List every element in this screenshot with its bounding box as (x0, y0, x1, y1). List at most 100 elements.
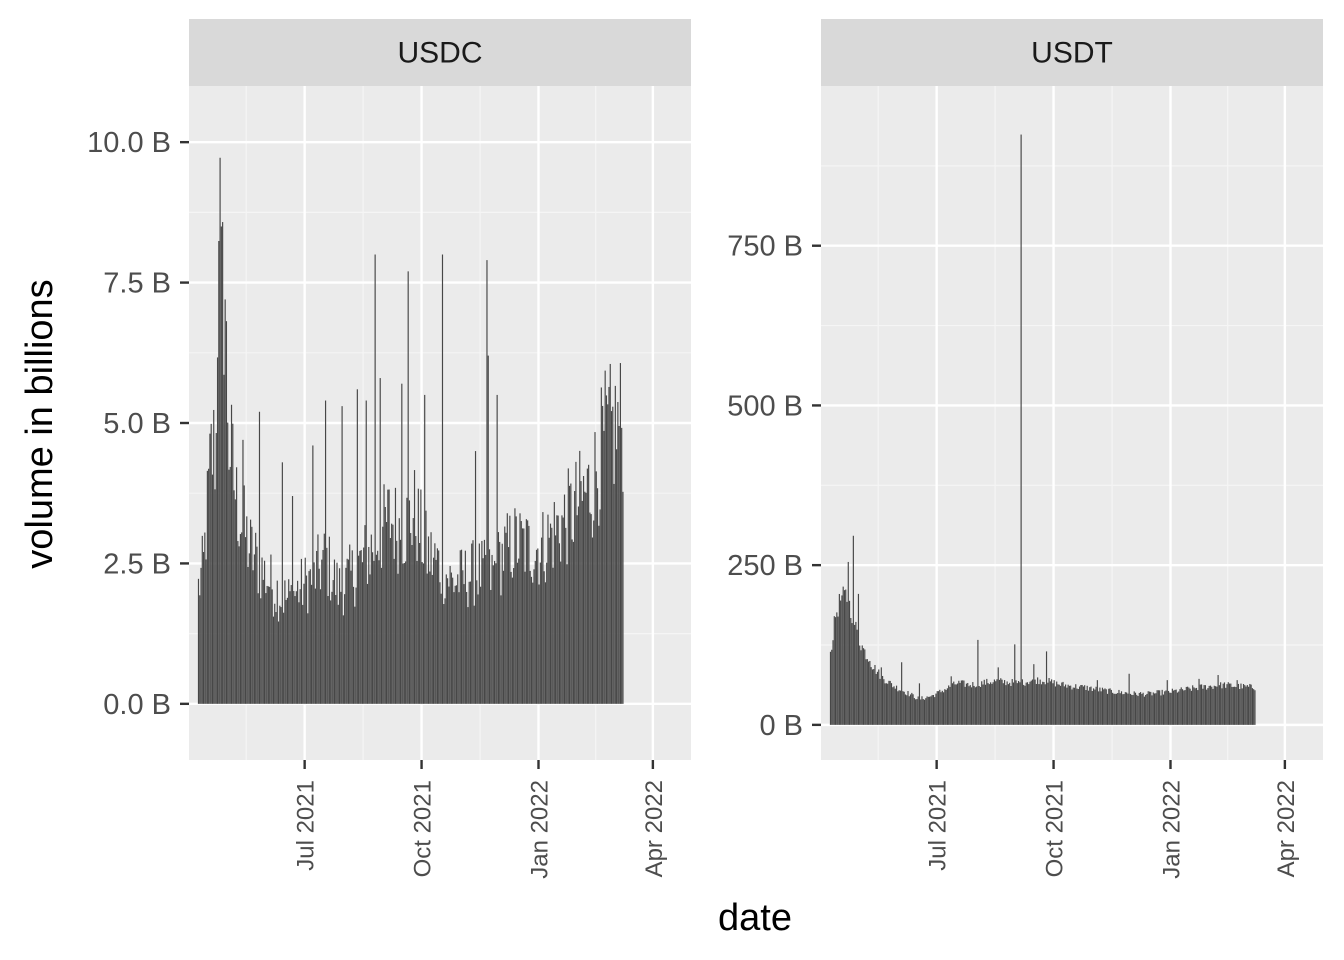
bar (838, 593, 840, 725)
bar (491, 554, 493, 704)
bar (1021, 679, 1023, 725)
bar (487, 355, 489, 704)
bar (319, 589, 322, 704)
bar (401, 383, 403, 704)
bar (262, 579, 264, 704)
bar (514, 508, 516, 704)
bar (888, 680, 890, 725)
bar (1067, 684, 1069, 725)
bar (412, 518, 414, 704)
facet-strip-label: USDT (1031, 37, 1113, 70)
bar (197, 578, 200, 704)
bar (279, 605, 281, 704)
bar (265, 593, 267, 704)
bar (1029, 681, 1031, 725)
bar (976, 686, 978, 725)
bar (238, 546, 240, 704)
bar (504, 526, 506, 704)
bar (356, 389, 358, 704)
bar (403, 562, 405, 704)
bar (396, 540, 398, 704)
bar (964, 686, 966, 725)
bar (205, 559, 207, 704)
bar (443, 604, 445, 704)
bar (445, 574, 447, 704)
bar (937, 691, 940, 725)
bar (1241, 688, 1243, 725)
bar (364, 525, 366, 704)
bar (1039, 679, 1041, 725)
bar (829, 651, 832, 725)
bar (582, 476, 585, 704)
bar (524, 571, 526, 704)
bar (861, 645, 863, 725)
bar (950, 676, 952, 725)
bar (272, 616, 275, 704)
bar (1147, 691, 1149, 725)
bar (275, 612, 277, 704)
bar (895, 685, 898, 725)
y-tick-label: 10.0 B (87, 127, 171, 159)
bar (1160, 695, 1162, 725)
bar (1110, 689, 1112, 725)
bar (222, 222, 224, 704)
bar (1103, 689, 1105, 725)
bar (429, 571, 431, 704)
bar (448, 586, 450, 704)
bar (1052, 683, 1054, 725)
bar (344, 594, 346, 704)
bar (991, 683, 993, 725)
bar (1175, 689, 1177, 725)
bars-usdc (197, 157, 624, 704)
bar (449, 565, 451, 704)
bar (1225, 687, 1227, 725)
bar (1010, 685, 1012, 725)
bar (856, 629, 858, 725)
bar (224, 299, 226, 704)
bar (594, 432, 596, 704)
bar (330, 600, 332, 704)
bar (266, 585, 268, 704)
bar (1197, 690, 1199, 725)
bar (528, 525, 530, 704)
bar (885, 683, 887, 725)
bar (996, 679, 998, 725)
bar (1105, 689, 1107, 725)
bar (365, 400, 367, 704)
bar (373, 560, 375, 704)
bar (833, 616, 835, 725)
bar (869, 660, 871, 725)
bar (1009, 682, 1011, 725)
bar (921, 696, 923, 725)
bar (1126, 692, 1128, 725)
bar (978, 685, 980, 725)
bar (1208, 685, 1210, 725)
bar (1181, 689, 1184, 725)
bar (562, 517, 564, 704)
bar (415, 536, 417, 704)
bar (333, 559, 336, 704)
bar (932, 695, 935, 725)
bar (960, 680, 962, 725)
bar (845, 589, 847, 725)
bar (215, 433, 217, 704)
bar (511, 577, 513, 704)
bar (544, 582, 547, 704)
bar (525, 519, 527, 704)
bar (995, 681, 997, 725)
bar (1095, 686, 1097, 725)
x-tick-label: Jan 2022 (526, 780, 553, 879)
bar (1227, 682, 1229, 725)
bar (263, 560, 266, 704)
bar (542, 512, 544, 704)
bar (521, 528, 524, 704)
bar (1048, 678, 1050, 725)
bar (1139, 692, 1142, 725)
bar (949, 686, 951, 725)
bar (1049, 681, 1051, 725)
bar (572, 541, 574, 704)
bar (202, 552, 205, 704)
bar (882, 675, 884, 725)
bar (1065, 684, 1067, 725)
bar (1070, 685, 1072, 725)
